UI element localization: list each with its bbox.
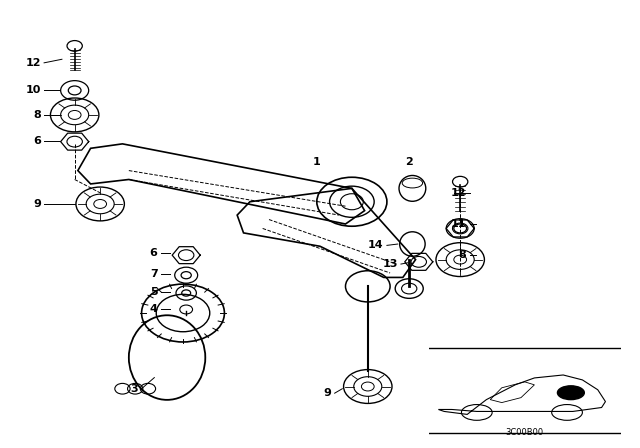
Text: 9: 9 — [33, 199, 41, 209]
Text: 12: 12 — [26, 58, 41, 68]
Text: 6: 6 — [33, 136, 41, 146]
Text: 7: 7 — [150, 269, 157, 279]
Text: 3: 3 — [131, 384, 138, 394]
Text: 5: 5 — [150, 287, 157, 297]
Text: 6: 6 — [150, 248, 157, 258]
Text: 4: 4 — [150, 304, 157, 314]
Text: 12: 12 — [451, 188, 467, 198]
Text: 8: 8 — [459, 250, 467, 260]
Text: 8: 8 — [33, 110, 41, 120]
Text: 3C00B00: 3C00B00 — [506, 428, 544, 437]
Circle shape — [557, 386, 584, 400]
Text: 11: 11 — [451, 219, 467, 229]
Text: 1: 1 — [312, 157, 320, 167]
Text: 10: 10 — [26, 86, 41, 95]
Text: 14: 14 — [368, 241, 384, 250]
Text: 9: 9 — [324, 388, 332, 398]
Text: 13: 13 — [382, 259, 397, 269]
Text: 2: 2 — [404, 157, 412, 167]
